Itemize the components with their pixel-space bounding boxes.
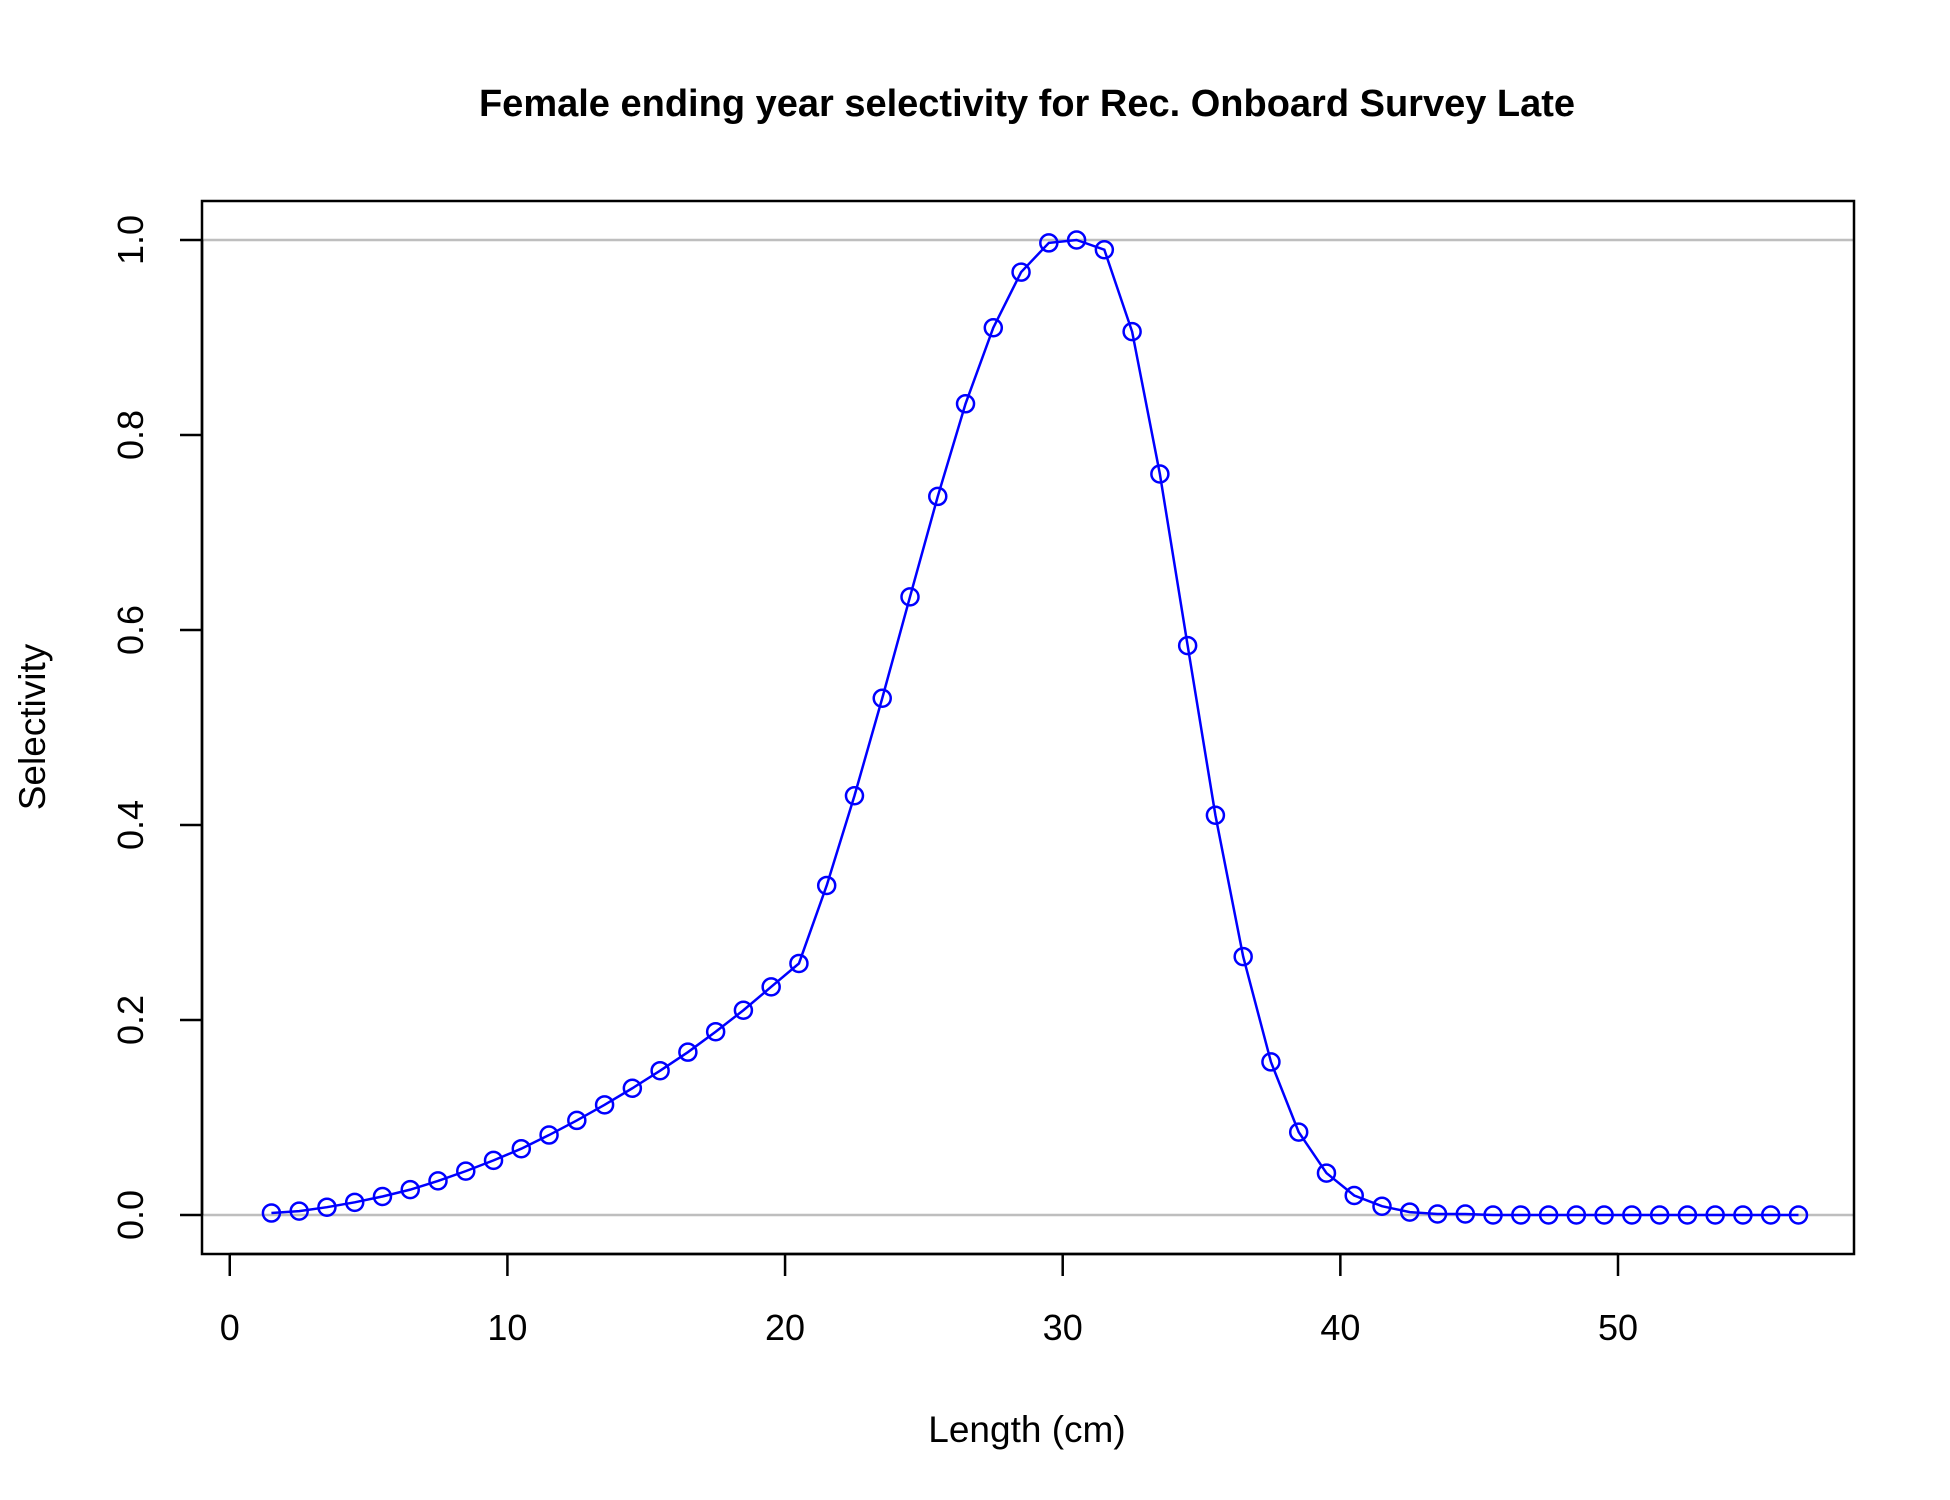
data-point (1538, 1205, 1559, 1225)
data-point (1427, 1204, 1448, 1224)
data-point (1455, 1204, 1476, 1224)
data-point (678, 1042, 698, 1062)
data-point (539, 1125, 559, 1145)
reference-lines (202, 238, 1854, 1217)
x-tick-label: 30 (1043, 1307, 1083, 1348)
plot-area (261, 230, 1809, 1225)
data-point (400, 1179, 420, 1200)
data-point (1094, 240, 1115, 260)
data-point (1622, 1205, 1642, 1225)
y-tick-label: 0.6 (110, 605, 151, 655)
data-point (983, 318, 1004, 338)
y-tick-label: 0.4 (110, 800, 151, 850)
data-point (456, 1161, 476, 1181)
y-tick-label: 0.2 (110, 995, 151, 1045)
y-tick-label: 0.8 (110, 410, 151, 460)
data-point (1011, 262, 1031, 282)
data-point (261, 1203, 282, 1223)
data-point (733, 1000, 754, 1020)
data-point (1372, 1196, 1392, 1216)
data-point (955, 394, 976, 414)
data-point (844, 786, 865, 806)
data-point (1400, 1202, 1420, 1222)
data-point (344, 1192, 365, 1213)
data-point (622, 1078, 643, 1098)
y-axis: 0.0 0.2 0.4 0.6 0.8 1.0 (110, 215, 204, 1240)
y-tick-label: 0.0 (110, 1190, 151, 1240)
data-point (1566, 1205, 1587, 1225)
x-axis-label: Length (cm) (928, 1409, 1125, 1450)
data-point (705, 1021, 726, 1042)
data-point (1261, 1052, 1281, 1072)
x-tick-label: 40 (1320, 1307, 1360, 1348)
x-tick-label: 20 (765, 1307, 805, 1348)
x-tick-label: 0 (220, 1307, 240, 1348)
data-point (928, 486, 948, 507)
x-axis: 0 10 20 30 40 50 (220, 1252, 1638, 1348)
data-point (1177, 635, 1198, 656)
data-point (1150, 464, 1170, 484)
data-point (1233, 946, 1253, 967)
data-point (594, 1095, 615, 1115)
data-point (1594, 1205, 1614, 1225)
plot-frame (200, 199, 1856, 1256)
series-line (271, 238, 1799, 1217)
data-point (1344, 1185, 1364, 1206)
data-point (872, 688, 892, 708)
data-point (1511, 1205, 1531, 1225)
x-tick-label: 50 (1598, 1307, 1638, 1348)
data-point (1649, 1205, 1670, 1225)
data-point (1733, 1205, 1753, 1225)
data-point (816, 875, 837, 896)
data-point (372, 1186, 393, 1207)
chart-title: Female ending year selectivity for Rec. … (479, 83, 1575, 125)
data-point (1705, 1205, 1725, 1225)
y-tick-label: 1.0 (110, 215, 151, 265)
data-point (1066, 230, 1087, 250)
data-point (761, 977, 781, 997)
y-axis-label: Selectivity (12, 643, 53, 810)
data-point (1760, 1205, 1781, 1225)
data-point (567, 1110, 587, 1131)
data-point (1205, 805, 1226, 825)
data-point (1039, 233, 1059, 253)
data-point (900, 587, 920, 607)
x-tick-label: 10 (487, 1307, 527, 1348)
data-point (428, 1171, 448, 1191)
data-point (1483, 1205, 1503, 1225)
data-point (789, 953, 809, 974)
data-point (1316, 1163, 1337, 1183)
data-point (317, 1197, 337, 1217)
data-point (511, 1138, 532, 1159)
data-point (1122, 321, 1142, 342)
data-point (650, 1060, 670, 1081)
data-point (289, 1201, 309, 1221)
data-point (1677, 1205, 1698, 1225)
data-point (483, 1150, 504, 1171)
data-point (1788, 1205, 1809, 1225)
data-point (1288, 1122, 1309, 1142)
